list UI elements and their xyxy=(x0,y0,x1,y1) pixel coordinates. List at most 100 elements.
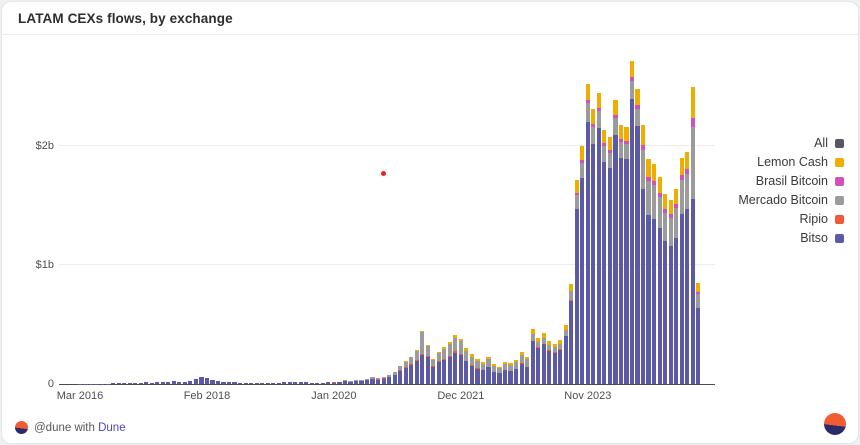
bar-month-35[interactable] xyxy=(271,382,276,384)
bar-month-86[interactable] xyxy=(552,343,557,384)
bar-month-39[interactable] xyxy=(293,381,298,384)
bar-month-101[interactable] xyxy=(635,89,640,384)
bar-month-81[interactable] xyxy=(525,356,530,384)
bar-month-96[interactable] xyxy=(607,136,612,384)
bar-month-67[interactable] xyxy=(447,342,452,384)
bar-month-58[interactable] xyxy=(398,366,403,384)
bar-month-59[interactable] xyxy=(403,361,408,384)
bar-month-13[interactable] xyxy=(149,382,154,384)
bar-month-51[interactable] xyxy=(359,379,364,384)
bar-month-11[interactable] xyxy=(138,382,143,384)
bar-month-26[interactable] xyxy=(221,381,226,384)
bar-month-108[interactable] xyxy=(674,189,679,384)
bar-month-92[interactable] xyxy=(585,84,590,384)
bar-month-25[interactable] xyxy=(215,381,221,384)
legend-item-brasil-bitcoin[interactable]: Brasil Bitcoin xyxy=(756,174,844,188)
legend-item-lemon-cash[interactable]: Lemon Cash xyxy=(757,155,844,169)
bar-month-106[interactable] xyxy=(663,193,668,384)
bar-month-63[interactable] xyxy=(425,344,430,384)
bar-month-20[interactable] xyxy=(188,380,193,384)
bar-month-60[interactable] xyxy=(409,356,414,384)
bar-month-111[interactable] xyxy=(690,86,695,384)
bar-month-46[interactable] xyxy=(331,382,336,384)
legend-item-ripio[interactable]: Ripio xyxy=(800,212,844,226)
bar-month-29[interactable] xyxy=(237,382,243,384)
bar-month-99[interactable] xyxy=(624,127,629,384)
bar-month-14[interactable] xyxy=(155,381,160,384)
bar-month-105[interactable] xyxy=(657,177,662,384)
bar-month-75[interactable] xyxy=(491,364,497,384)
bar-month-10[interactable] xyxy=(133,382,138,384)
bar-month-50[interactable] xyxy=(353,380,359,384)
bar-month-52[interactable] xyxy=(364,379,370,384)
bar-month-15[interactable] xyxy=(160,381,165,384)
bar-month-36[interactable] xyxy=(276,382,281,384)
bar-month-21[interactable] xyxy=(193,379,198,384)
legend-item-all[interactable]: All xyxy=(814,136,844,150)
bar-month-27[interactable] xyxy=(226,382,232,384)
bar-month-83[interactable] xyxy=(536,337,541,384)
bar-month-17[interactable] xyxy=(171,381,176,384)
bar-month-7[interactable] xyxy=(116,383,121,384)
bar-month-24[interactable] xyxy=(210,380,215,384)
bar-month-53[interactable] xyxy=(370,377,375,384)
bar-month-73[interactable] xyxy=(480,362,486,384)
bar-month-77[interactable] xyxy=(502,362,508,384)
bar-month-100[interactable] xyxy=(629,60,635,384)
bar-month-64[interactable] xyxy=(431,359,436,384)
bar-month-37[interactable] xyxy=(282,382,287,384)
bar-month-94[interactable] xyxy=(596,92,601,384)
bar-month-22[interactable] xyxy=(199,377,204,384)
bar-month-57[interactable] xyxy=(392,372,397,384)
bar-month-66[interactable] xyxy=(442,347,447,384)
bar-month-82[interactable] xyxy=(530,329,535,384)
bar-month-12[interactable] xyxy=(144,382,149,384)
bar-month-97[interactable] xyxy=(613,99,618,384)
bar-month-33[interactable] xyxy=(260,382,265,384)
bar-month-23[interactable] xyxy=(204,378,210,384)
legend-item-bitso[interactable]: Bitso xyxy=(800,231,844,245)
bar-month-40[interactable] xyxy=(298,381,303,384)
bar-month-31[interactable] xyxy=(249,382,254,384)
bar-month-102[interactable] xyxy=(640,124,646,384)
bar-month-34[interactable] xyxy=(265,382,270,384)
bar-month-9[interactable] xyxy=(127,383,132,384)
bar-month-109[interactable] xyxy=(679,158,684,384)
bar-month-74[interactable] xyxy=(486,357,491,384)
bar-month-32[interactable] xyxy=(254,382,259,384)
bar-month-30[interactable] xyxy=(243,382,248,384)
bar-month-110[interactable] xyxy=(685,152,690,384)
legend-item-mercado-bitcoin[interactable]: Mercado Bitcoin xyxy=(738,193,844,207)
bar-month-80[interactable] xyxy=(519,351,524,384)
bar-month-54[interactable] xyxy=(375,378,381,384)
bar-month-88[interactable] xyxy=(563,324,568,384)
bar-month-89[interactable] xyxy=(569,284,574,384)
bar-month-103[interactable] xyxy=(646,159,651,384)
bar-month-85[interactable] xyxy=(547,341,552,384)
bar-month-76[interactable] xyxy=(497,366,502,384)
bar-month-112[interactable] xyxy=(696,282,701,384)
bar-month-107[interactable] xyxy=(668,199,673,384)
bar-month-41[interactable] xyxy=(304,382,309,384)
bar-month-28[interactable] xyxy=(232,382,237,384)
bar-month-16[interactable] xyxy=(166,382,171,384)
bar-month-43[interactable] xyxy=(315,382,320,384)
dune-link[interactable]: Dune xyxy=(98,421,126,434)
bar-month-49[interactable] xyxy=(348,380,353,384)
bar-month-44[interactable] xyxy=(320,382,325,384)
bar-month-70[interactable] xyxy=(464,348,469,384)
bar-month-98[interactable] xyxy=(618,124,624,384)
bar-month-55[interactable] xyxy=(381,376,386,384)
bar-month-61[interactable] xyxy=(414,349,419,384)
bar-month-95[interactable] xyxy=(602,129,607,384)
bar-month-79[interactable] xyxy=(513,360,519,384)
bar-month-104[interactable] xyxy=(651,164,657,384)
bar-month-18[interactable] xyxy=(177,381,182,384)
bar-month-47[interactable] xyxy=(337,381,342,384)
bar-month-56[interactable] xyxy=(387,374,392,384)
bar-month-69[interactable] xyxy=(458,338,463,384)
bar-month-78[interactable] xyxy=(508,363,513,384)
bar-month-87[interactable] xyxy=(558,340,563,384)
dune-logo-icon[interactable] xyxy=(824,413,846,435)
bar-month-71[interactable] xyxy=(469,354,474,384)
